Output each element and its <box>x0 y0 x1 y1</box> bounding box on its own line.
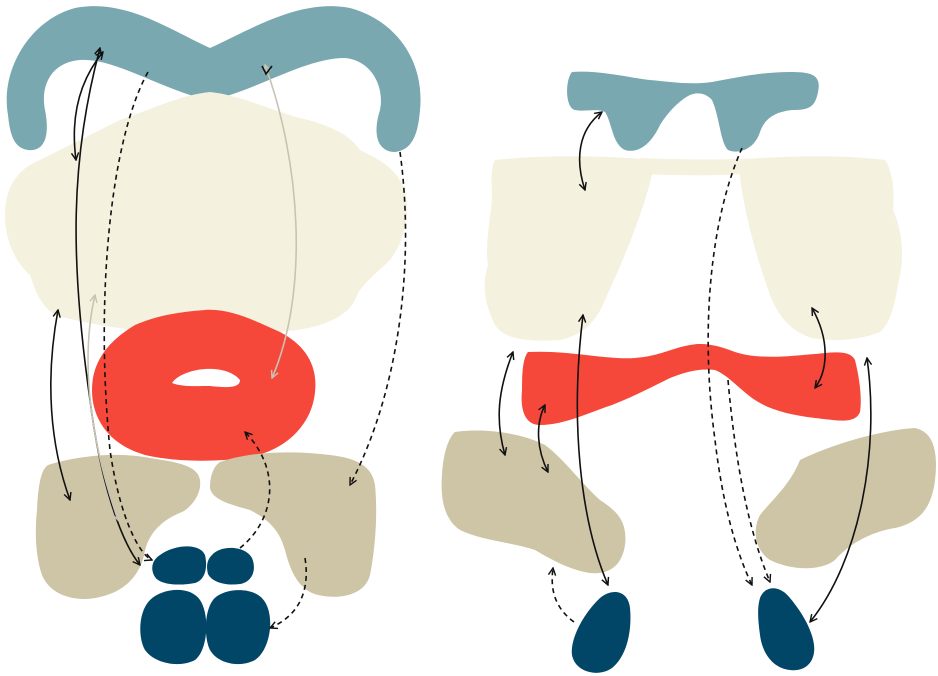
left-arrow-cream-tan <box>50 310 70 500</box>
right-cream-left-shape <box>484 156 655 341</box>
right-arrow-red-tan <box>537 405 548 472</box>
right-steel-blue-bar <box>567 71 819 152</box>
right-arrow-dashed-red-navy <box>727 379 770 582</box>
left-cream-stem <box>195 292 215 314</box>
left-tan-right-shape <box>210 452 377 597</box>
left-arrowhead-red <box>261 65 273 76</box>
left-arrow-arch-red-faint <box>265 65 297 378</box>
left-navy-blob-top-left <box>152 546 207 585</box>
right-cream-bridge <box>640 158 760 176</box>
right-arrow-dashed-navy-tan <box>552 568 575 623</box>
left-panel <box>5 6 421 665</box>
right-arrow-cream-navy-left <box>576 315 608 585</box>
right-tan-right-shape <box>755 428 936 569</box>
left-arrow-dashed-navy-red <box>239 432 271 549</box>
left-arrow-dashed-tan-navy <box>270 557 307 628</box>
left-red-ring <box>92 309 316 461</box>
right-tan-left-shape <box>441 430 626 574</box>
right-arrow-bar-cream <box>580 112 602 190</box>
left-arrow-cream-inner-faint <box>87 295 118 520</box>
left-navy-blob-bottom-left <box>140 589 207 665</box>
right-arrow-cream-tan <box>498 352 513 455</box>
right-arrow-dashed-bar-navy <box>707 147 752 585</box>
right-red-band <box>521 343 861 425</box>
right-cream-right-shape <box>738 156 903 340</box>
left-arrow-dashed-arch-tan <box>350 151 407 485</box>
left-steel-blue-arch <box>6 6 421 152</box>
left-arrow-arch-navy <box>75 48 140 565</box>
left-navy-blob-top-right <box>207 547 254 585</box>
left-navy-blob-bottom-right <box>205 590 271 665</box>
right-panel <box>441 71 936 673</box>
right-arrow-cream-navy-right <box>810 358 871 622</box>
left-arrow-dashed-arch-navy <box>103 71 152 560</box>
right-navy-blob-left <box>571 592 631 673</box>
right-navy-blob-right <box>758 588 815 671</box>
